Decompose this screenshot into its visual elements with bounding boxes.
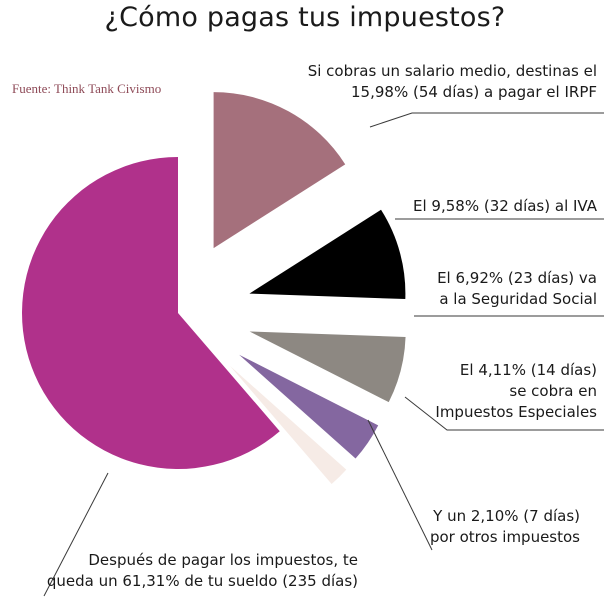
source-note: Fuente: Think Tank Civismo xyxy=(12,81,162,96)
label-seguridad-social-line-1: El 6,92% (23 días) va xyxy=(437,269,597,287)
label-impuestos-especiales: El 4,11% (14 días) se cobra en Impuestos… xyxy=(435,360,597,423)
label-iva-line-1: El 9,58% (32 días) al IVA xyxy=(413,197,597,215)
chart-title: ¿Cómo pagas tus impuestos? xyxy=(104,2,506,33)
slice-iva xyxy=(249,209,406,300)
label-irpf-line-2: 15,98% (54 días) a pagar el IRPF xyxy=(351,83,597,101)
label-impuestos-especiales-line-3: Impuestos Especiales xyxy=(435,403,597,421)
label-otros-impuestos-line-2: por otros impuestos xyxy=(429,528,580,546)
slice-irpf xyxy=(213,92,346,249)
label-irpf-line-1: Si cobras un salario medio, destinas el xyxy=(307,62,597,80)
leader-line-sueldo-restante xyxy=(43,472,109,597)
slice-impuestos-especiales xyxy=(239,354,379,459)
pie-slices xyxy=(22,92,406,485)
label-otros-impuestos: Y un 2,10% (7 días) por otros impuestos xyxy=(430,506,580,548)
label-impuestos-especiales-line-2: se cobra en xyxy=(509,382,597,400)
slice-otros-impuestos xyxy=(229,365,347,485)
slice-sueldo-restante xyxy=(22,157,280,469)
slice-seguridad-social xyxy=(249,331,406,403)
label-sueldo-restante: Después de pagar los impuestos, te queda… xyxy=(47,550,358,592)
label-sueldo-restante-line-1: Después de pagar los impuestos, te xyxy=(88,551,358,569)
label-otros-impuestos-line-1: Y un 2,10% (7 días) xyxy=(433,507,580,525)
leader-lines xyxy=(43,112,604,597)
leader-line-impuestos-especiales xyxy=(404,396,604,431)
label-impuestos-especiales-line-1: El 4,11% (14 días) xyxy=(459,361,597,379)
label-iva: El 9,58% (32 días) al IVA xyxy=(413,196,597,217)
label-seguridad-social: El 6,92% (23 días) va a la Seguridad Soc… xyxy=(437,268,597,310)
label-sueldo-restante-line-2: queda un 61,31% de tu sueldo (235 días) xyxy=(46,572,358,590)
label-irpf: Si cobras un salario medio, destinas el … xyxy=(308,61,597,103)
label-seguridad-social-line-2: a la Seguridad Social xyxy=(439,290,597,308)
leader-line-otros-impuestos xyxy=(367,419,433,551)
leader-line-irpf xyxy=(369,112,604,128)
